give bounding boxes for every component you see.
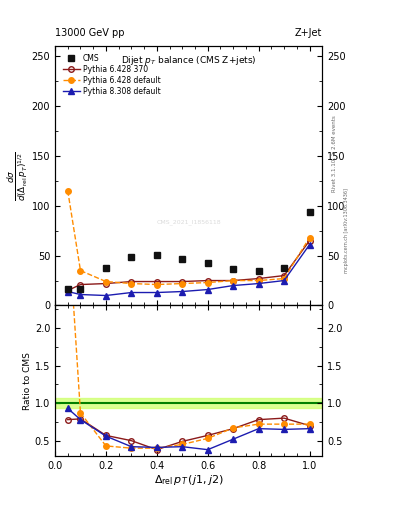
Pythia 8.308 default (282, 278, 286, 284)
CMS (180, 255, 185, 262)
Pythia 6.428 default (154, 282, 159, 288)
CMS (231, 266, 235, 272)
Pythia 6.428 370 (104, 281, 108, 287)
Line: Pythia 8.308 default: Pythia 8.308 default (65, 242, 312, 298)
Bar (55, 398, 322, 409)
Text: CMS_2021_I1856118: CMS_2021_I1856118 (156, 220, 221, 225)
Pythia 6.428 default (307, 234, 312, 241)
Pythia 6.428 370 (256, 275, 261, 282)
Pythia 6.428 370 (307, 238, 312, 244)
CMS (104, 265, 108, 271)
Pythia 6.428 370 (65, 287, 70, 293)
Pythia 6.428 default (256, 278, 261, 284)
Text: Rivet 3.1.10, ≥ 2.6M events: Rivet 3.1.10, ≥ 2.6M events (332, 115, 337, 192)
Pythia 6.428 default (206, 280, 210, 286)
Line: CMS: CMS (64, 208, 313, 292)
Pythia 6.428 default (180, 281, 185, 287)
Text: Dijet $p_T$ balance (CMS Z+jets): Dijet $p_T$ balance (CMS Z+jets) (121, 54, 257, 67)
Pythia 8.308 default (307, 242, 312, 248)
Pythia 8.308 default (104, 292, 108, 298)
Pythia 6.428 default (65, 188, 70, 194)
Pythia 6.428 default (282, 275, 286, 282)
Pythia 6.428 370 (129, 279, 134, 285)
Pythia 8.308 default (129, 289, 134, 295)
Pythia 6.428 default (78, 267, 83, 273)
Pythia 6.428 370 (154, 279, 159, 285)
CMS (256, 267, 261, 273)
Pythia 6.428 default (231, 278, 235, 284)
Pythia 6.428 370 (78, 282, 83, 288)
Pythia 8.308 default (65, 288, 70, 294)
Pythia 6.428 370 (231, 278, 235, 284)
CMS (65, 286, 70, 292)
Pythia 6.428 default (104, 279, 108, 285)
Text: mcplots.cern.ch [arXiv:1306.3436]: mcplots.cern.ch [arXiv:1306.3436] (344, 188, 349, 273)
Pythia 8.308 default (231, 283, 235, 289)
Pythia 8.308 default (180, 288, 185, 294)
CMS (206, 260, 210, 266)
Pythia 6.428 default (129, 281, 134, 287)
CMS (129, 253, 134, 260)
Pythia 8.308 default (154, 289, 159, 295)
Pythia 8.308 default (256, 281, 261, 287)
Line: Pythia 6.428 370: Pythia 6.428 370 (65, 238, 312, 293)
Text: Z+Jet: Z+Jet (295, 28, 322, 38)
CMS (307, 208, 312, 215)
Pythia 8.308 default (206, 286, 210, 292)
CMS (282, 265, 286, 271)
Text: 13000 GeV pp: 13000 GeV pp (55, 28, 125, 38)
Legend: CMS, Pythia 6.428 370, Pythia 6.428 default, Pythia 8.308 default: CMS, Pythia 6.428 370, Pythia 6.428 defa… (62, 53, 162, 97)
Y-axis label: Ratio to CMS: Ratio to CMS (23, 352, 32, 410)
Y-axis label: $\frac{d\sigma}{d(\Delta_{\mathregular{rel}}\,p_T)^{1/2}}$: $\frac{d\sigma}{d(\Delta_{\mathregular{r… (6, 151, 30, 201)
Pythia 6.428 370 (282, 272, 286, 279)
Pythia 6.428 370 (206, 278, 210, 284)
CMS (78, 286, 83, 292)
Line: Pythia 6.428 default: Pythia 6.428 default (65, 188, 312, 287)
CMS (154, 251, 159, 258)
X-axis label: $\Delta_{\mathregular{rel}}\,p_T\,(j1,j2)$: $\Delta_{\mathregular{rel}}\,p_T\,(j1,j2… (154, 473, 224, 487)
Pythia 8.308 default (78, 291, 83, 297)
Pythia 6.428 370 (180, 279, 185, 285)
